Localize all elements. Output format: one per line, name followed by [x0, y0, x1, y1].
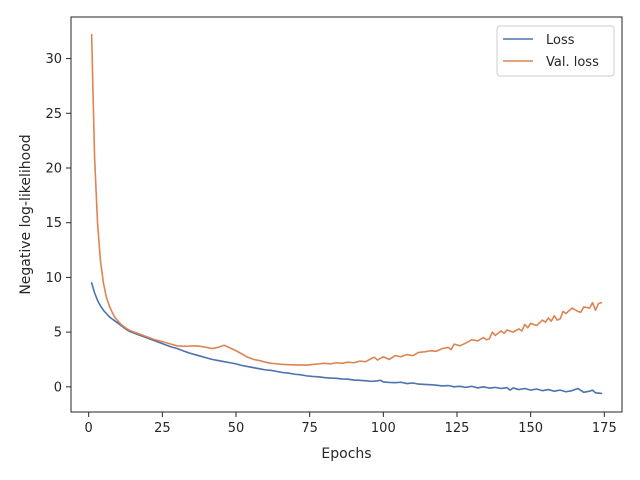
series-line-1	[90, 33, 603, 366]
x-axis-ticks: 0 25 50 75 100 125 150 175	[85, 412, 617, 436]
x-tick-label-25: 25	[154, 421, 171, 436]
series-line-0	[90, 282, 603, 395]
x-axis-title: Epochs	[321, 446, 371, 462]
y-tick-label-15: 15	[45, 216, 62, 231]
x-tick-label-175: 175	[592, 421, 617, 436]
y-tick-label-0: 0	[54, 380, 62, 395]
legend-label-loss: Loss	[546, 33, 575, 48]
legend: Loss Val. loss	[496, 25, 615, 77]
y-axis-ticks: 0 5 10 15 20 25 30	[45, 52, 71, 395]
x-tick-label-100: 100	[371, 421, 396, 436]
series-layer	[90, 33, 603, 395]
y-tick-label-10: 10	[45, 271, 62, 286]
legend-label-val-loss: Val. loss	[546, 55, 599, 70]
y-tick-label-5: 5	[54, 326, 62, 341]
x-tick-label-0: 0	[85, 421, 93, 436]
plot-frame	[70, 16, 623, 413]
x-tick-label-150: 150	[518, 421, 543, 436]
y-tick-label-20: 20	[45, 161, 62, 176]
y-tick-label-30: 30	[45, 52, 62, 67]
x-tick-label-125: 125	[445, 421, 470, 436]
y-tick-label-25: 25	[45, 107, 62, 122]
x-tick-label-50: 50	[228, 421, 245, 436]
x-tick-label-75: 75	[301, 421, 318, 436]
y-axis-title: Negative log-likelihood	[18, 134, 34, 294]
